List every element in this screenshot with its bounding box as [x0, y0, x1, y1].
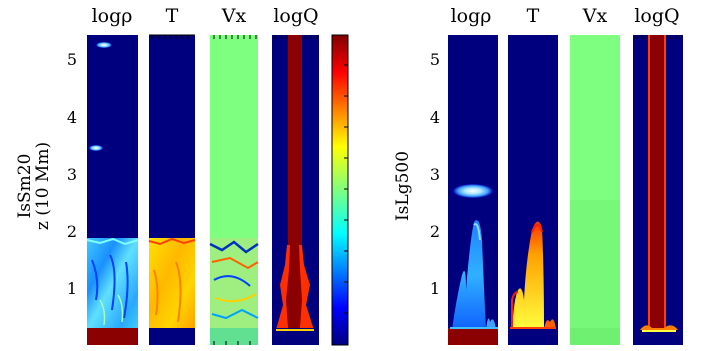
right-ytick: 1 [430, 279, 440, 298]
right-ytick: 3 [430, 165, 440, 184]
right-title-logq: logQ [634, 5, 679, 27]
left-ytick: 3 [67, 165, 77, 184]
left-panel-vx [209, 35, 259, 345]
right-panel-logrho [448, 35, 498, 345]
right-panel-logq [633, 35, 683, 345]
right-panel-vx [570, 35, 620, 345]
right-title-t: T [527, 5, 540, 27]
left-ytick: 1 [67, 279, 77, 298]
right-title-logrho: logρ [451, 5, 492, 27]
left-title-logrho: logρ [92, 5, 133, 27]
right-figure: logρ T Vx logQ IsLg500 1 2 3 4 5 [393, 5, 683, 345]
right-panel-t [508, 35, 558, 345]
colorbar [331, 34, 349, 346]
left-title-t: T [166, 5, 179, 27]
left-title-logq: logQ [273, 5, 318, 27]
left-ylabel-line2: z (10 Mm) [33, 142, 53, 230]
right-title-vx: Vx [582, 5, 608, 27]
left-title-vx: Vx [221, 5, 247, 27]
left-ytick: 2 [67, 222, 77, 241]
left-panel-t [148, 34, 196, 345]
left-ylabel: IsSm20 z (10 Mm) [15, 142, 53, 230]
left-panel-logrho [86, 35, 139, 345]
left-ylabel-line1: IsSm20 [15, 154, 35, 219]
left-panel-logq [272, 35, 319, 345]
right-ylabel: IsLg500 [393, 151, 413, 221]
left-ytick: 5 [67, 50, 77, 69]
left-figure: logρ T Vx logQ IsSm20 z (10 Mm) 1 2 3 4 … [15, 5, 349, 346]
right-ytick: 5 [430, 50, 440, 69]
right-ytick: 4 [430, 108, 440, 127]
left-ytick: 4 [67, 108, 77, 127]
right-ytick: 2 [430, 222, 440, 241]
